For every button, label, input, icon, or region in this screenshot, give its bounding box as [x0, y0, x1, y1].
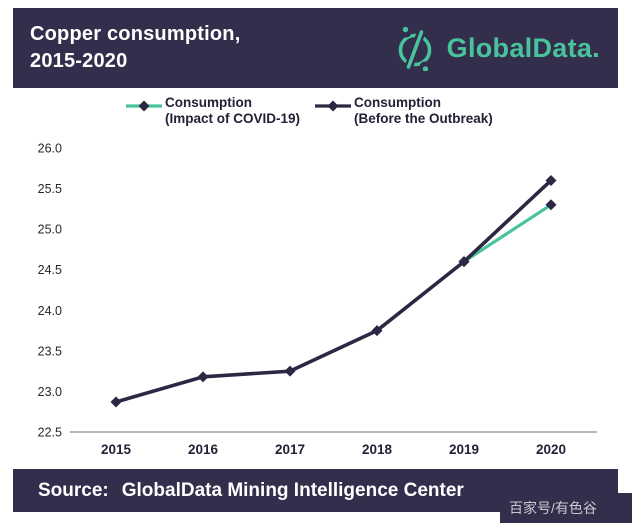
chart-title-line1: Copper consumption, [30, 23, 241, 45]
legend-marker-covid-icon [126, 100, 162, 112]
x-axis-tick: 2016 [188, 442, 219, 457]
series-line [115, 179, 553, 404]
chart-legend: Consumption (Impact of COVID-19) Consump… [125, 95, 493, 127]
data-point-marker [458, 256, 470, 268]
y-axis-tick: 22.5 [38, 426, 62, 440]
y-axis-tick: 25.5 [38, 182, 62, 196]
y-axis-tick: 24.5 [38, 263, 62, 277]
x-axis-tick: 2015 [101, 442, 132, 457]
y-axis-tick: 26.0 [38, 142, 62, 156]
data-point-marker [197, 371, 209, 383]
legend-label-covid: Consumption (Impact of COVID-19) [165, 95, 301, 126]
watermark-text: 百家号/有色谷 [509, 500, 597, 516]
source-label: Source: [38, 479, 109, 501]
legend-item-before-outbreak: Consumption (Before the Outbreak) [314, 95, 493, 127]
line-chart: 26.0 25.5 25.0 24.5 24.0 23.5 23.0 22.5 2015 2016… [38, 142, 597, 457]
data-point-marker [545, 174, 557, 186]
x-axis-tick: 2019 [449, 442, 479, 457]
series-line [463, 203, 552, 263]
data-point-marker [545, 199, 557, 211]
x-axis-tick: 2017 [275, 442, 305, 457]
watermark-box: 百家号/有色谷 [500, 493, 632, 523]
y-axis-tick: 24.0 [38, 304, 62, 318]
data-point-marker [284, 365, 296, 377]
x-axis-tick: 2018 [362, 442, 393, 457]
legend-label-before: Consumption (Before the Outbreak) [354, 95, 493, 126]
globaldata-logo-icon [398, 26, 431, 71]
data-point-marker [110, 396, 122, 408]
source-line: Source: GlobalData Mining Intelligence Ce… [13, 480, 464, 502]
chart-title: Copper consumption, 2015-2020 [13, 21, 240, 75]
x-axis-tick: 2020 [536, 442, 566, 457]
y-axis-tick: 23.0 [38, 385, 62, 399]
chart-title-line2: 2015-2020 [30, 50, 128, 72]
legend-marker-before-icon [315, 100, 352, 112]
globaldata-logo: GlobalData. [392, 25, 618, 71]
legend-item-covid: Consumption (Impact of COVID-19) [125, 95, 300, 127]
logo-dot-top [402, 26, 408, 33]
y-axis-tick: 25.0 [38, 223, 62, 237]
data-point-marker [371, 325, 383, 337]
source-text: GlobalData Mining Intelligence Center [121, 479, 464, 501]
globaldata-wordmark: GlobalData. [446, 32, 600, 63]
logo-dot-bottom [422, 66, 428, 71]
header-bar: Copper consumption, 2015-2020 GlobalData… [13, 8, 618, 88]
y-axis-tick: 23.5 [38, 344, 62, 358]
